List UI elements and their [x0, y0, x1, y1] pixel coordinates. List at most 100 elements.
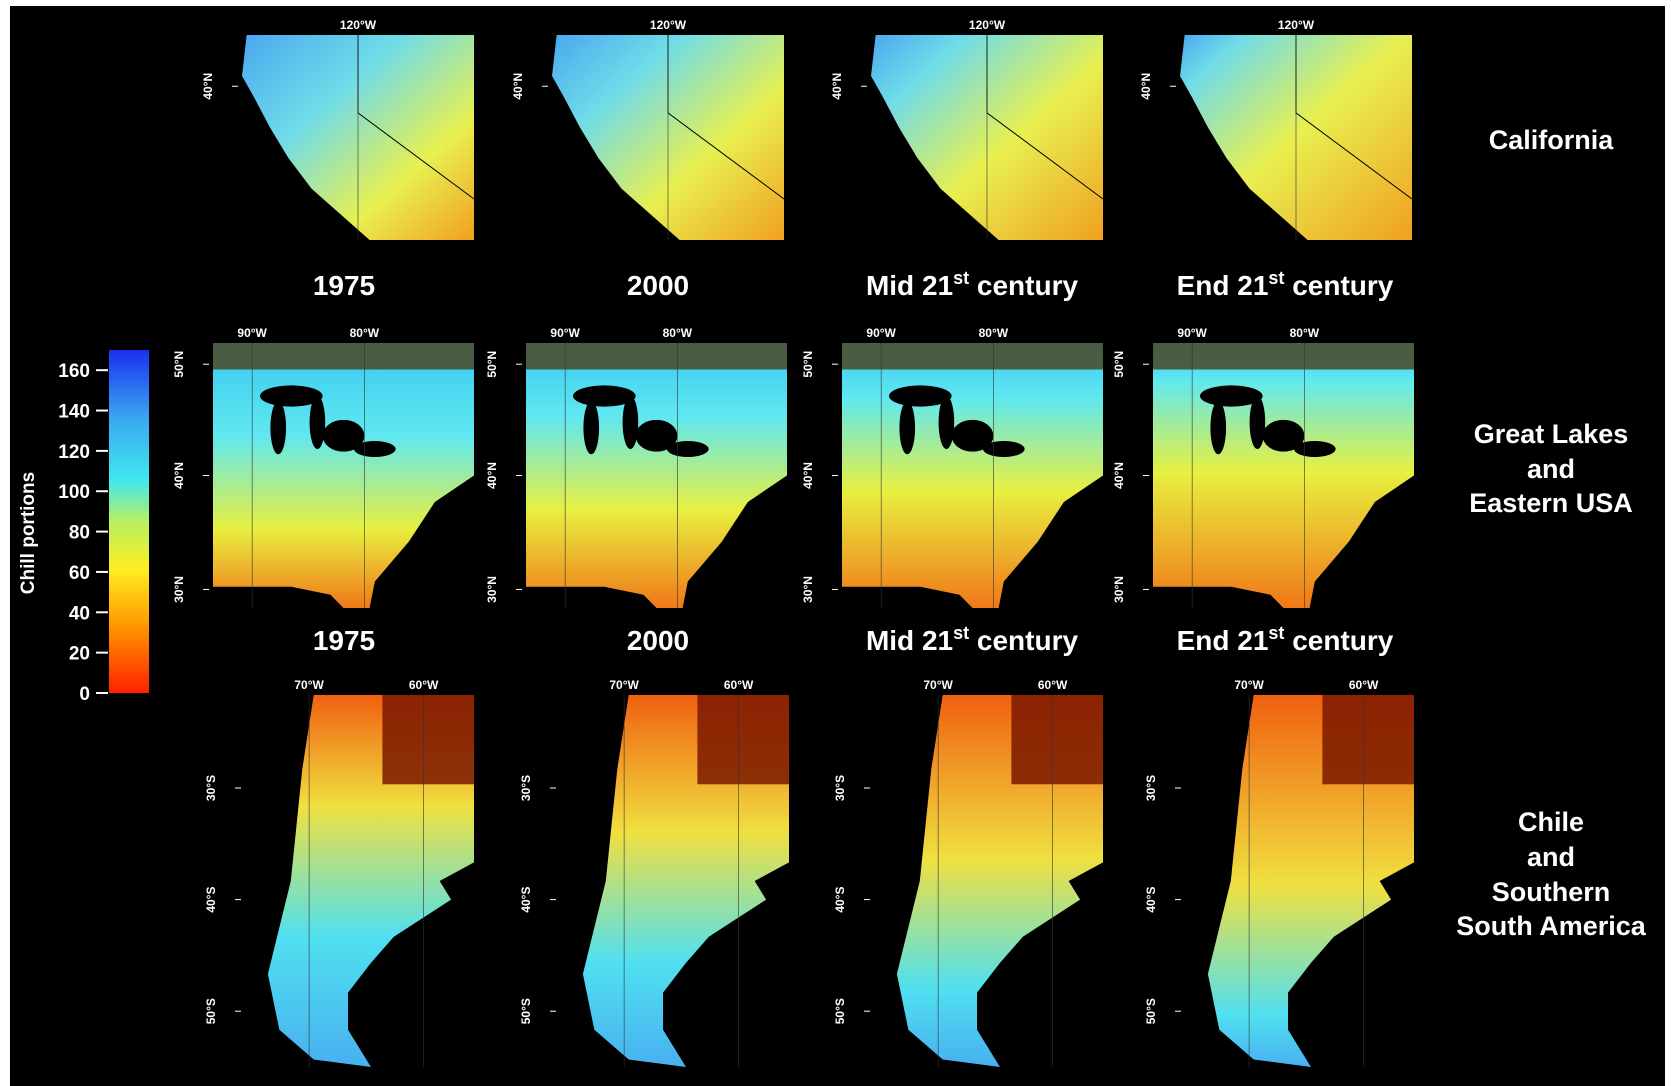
lat-tick-label: 40°N [830, 73, 844, 100]
lat-tick-label: 50°N [801, 351, 815, 378]
period-label: 1975 [313, 625, 375, 656]
region-label: and [1527, 842, 1575, 872]
period-text: Mid 21 [866, 625, 953, 656]
lat-tick-label: 30°N [485, 576, 499, 603]
lon-tick-label: 60°W [1038, 678, 1068, 692]
lon-tick-label: 60°W [1349, 678, 1379, 692]
map-no-data [697, 695, 789, 784]
map-no-data [1011, 695, 1103, 784]
colorbar-tick-label: 100 [58, 482, 90, 503]
region-label: Chile [1518, 807, 1584, 837]
lon-tick-label: 120°W [340, 18, 377, 32]
lon-tick-label: 80°W [350, 326, 380, 340]
lon-tick-label: 70°W [609, 678, 639, 692]
map-lake [270, 401, 286, 454]
map-lake [899, 401, 915, 454]
lat-tick-label: 40°N [201, 73, 215, 100]
map-no-data [1322, 695, 1414, 784]
region-label: Great Lakes [1474, 419, 1629, 449]
colorbar-label: Chill portions [18, 472, 39, 594]
lat-tick-label: 30°S [1144, 775, 1158, 801]
lon-tick-label: 80°W [1290, 326, 1320, 340]
period-sup: st [1268, 623, 1284, 643]
lat-tick-label: 50°N [1112, 351, 1126, 378]
lat-tick-label: 40°N [511, 73, 525, 100]
lat-tick-label: 40°N [1112, 462, 1126, 489]
period-rest: century [1284, 625, 1393, 656]
period-rest: century [1284, 270, 1393, 301]
region-label: Southern [1492, 877, 1611, 907]
period-label: 1975 [313, 270, 375, 301]
map-lake [623, 396, 639, 449]
period-label: End 21st century [1177, 268, 1394, 301]
map-lake [1210, 401, 1226, 454]
lon-tick-label: 90°W [550, 326, 580, 340]
lat-tick-label: 40°N [1139, 73, 1153, 100]
colorbar-tick-label: 120 [58, 442, 90, 463]
lat-tick-label: 50°N [172, 351, 186, 378]
lat-tick-label: 30°S [204, 775, 218, 801]
period-text: 1975 [313, 625, 375, 656]
figure: Chill portions 020406080100120140160120°… [0, 0, 1671, 1086]
region-label: California [1489, 125, 1615, 155]
lon-tick-label: 70°W [294, 678, 324, 692]
lon-tick-label: 120°W [1278, 18, 1315, 32]
lon-tick-label: 90°W [1177, 326, 1207, 340]
map-lake [1250, 396, 1266, 449]
lat-tick-label: 50°S [204, 998, 218, 1024]
period-label: Mid 21st century [866, 623, 1079, 656]
lat-tick-label: 40°N [485, 462, 499, 489]
colorbar-tick-label: 40 [69, 603, 90, 624]
period-label: Mid 21st century [866, 268, 1079, 301]
map-lake [667, 441, 709, 457]
colorbar-tick-label: 140 [58, 402, 90, 423]
lat-tick-label: 40°S [519, 887, 533, 913]
lon-tick-label: 80°W [979, 326, 1009, 340]
lat-tick-label: 30°N [172, 576, 186, 603]
map-lake [939, 396, 955, 449]
lat-tick-label: 40°S [204, 887, 218, 913]
lon-tick-label: 90°W [866, 326, 896, 340]
period-label: 2000 [627, 270, 689, 301]
colorbar [109, 350, 149, 693]
lon-tick-label: 120°W [969, 18, 1006, 32]
region-label: South America [1456, 911, 1647, 941]
period-sup: st [953, 623, 969, 643]
period-rest: century [969, 270, 1078, 301]
period-rest: century [969, 625, 1078, 656]
map-no-data [382, 695, 474, 784]
map-lake [354, 441, 396, 457]
period-text: 2000 [627, 625, 689, 656]
period-text: End 21 [1177, 625, 1269, 656]
period-text: 2000 [627, 270, 689, 301]
period-text: Mid 21 [866, 270, 953, 301]
period-sup: st [953, 268, 969, 288]
lat-tick-label: 30°S [519, 775, 533, 801]
map-lake [310, 396, 326, 449]
lat-tick-label: 50°S [519, 998, 533, 1024]
lat-tick-label: 50°S [1144, 998, 1158, 1024]
lat-tick-label: 50°N [485, 351, 499, 378]
page: {"colorbar": {"label": "Chill portions",… [0, 0, 1671, 1086]
colorbar-tick-label: 0 [79, 684, 90, 705]
lat-tick-label: 30°N [801, 576, 815, 603]
colorbar-tick-label: 20 [69, 644, 90, 665]
lat-tick-label: 40°N [801, 462, 815, 489]
period-sup: st [1268, 268, 1284, 288]
lat-tick-label: 40°S [1144, 887, 1158, 913]
period-text: 1975 [313, 270, 375, 301]
lat-tick-label: 30°S [833, 775, 847, 801]
lon-tick-label: 90°W [237, 326, 267, 340]
lat-tick-label: 50°S [833, 998, 847, 1024]
period-label: 2000 [627, 625, 689, 656]
lon-tick-label: 70°W [1234, 678, 1264, 692]
lat-tick-label: 40°S [833, 887, 847, 913]
map-lake [1294, 441, 1336, 457]
region-label: and [1527, 454, 1575, 484]
region-label: Eastern USA [1469, 488, 1633, 518]
lon-tick-label: 60°W [724, 678, 754, 692]
lon-tick-label: 120°W [650, 18, 687, 32]
colorbar-tick-label: 160 [58, 361, 90, 382]
period-label: End 21st century [1177, 623, 1394, 656]
lon-tick-label: 60°W [409, 678, 439, 692]
